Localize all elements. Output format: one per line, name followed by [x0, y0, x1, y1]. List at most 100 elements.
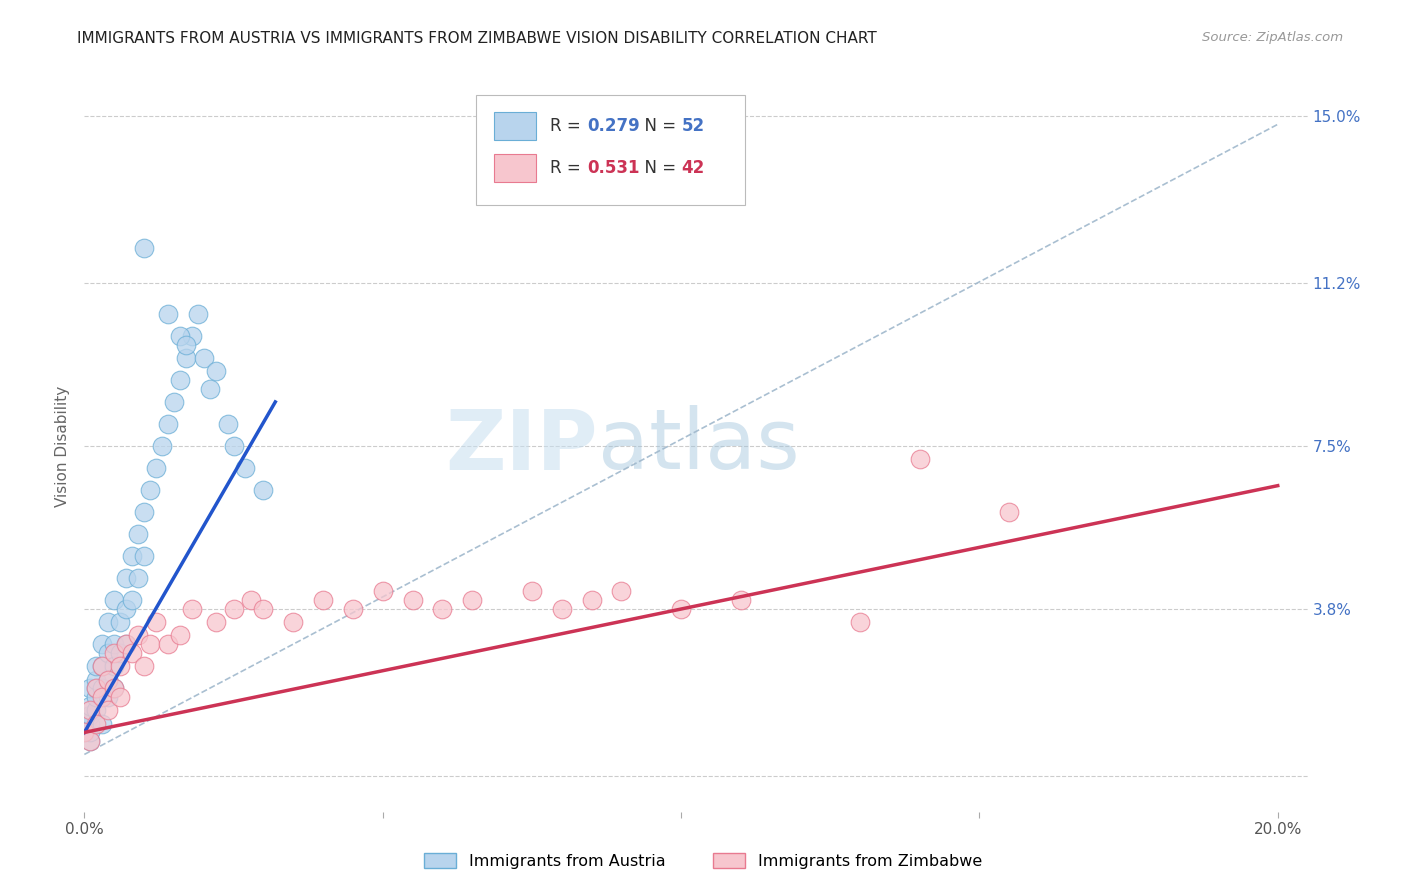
Point	[103, 637, 125, 651]
Point	[97, 673, 120, 687]
Point	[252, 483, 274, 497]
FancyBboxPatch shape	[475, 95, 745, 204]
Point	[115, 571, 138, 585]
Point	[84, 690, 107, 705]
Point	[432, 602, 454, 616]
Point	[97, 673, 120, 687]
Point	[156, 307, 179, 321]
Point	[342, 602, 364, 616]
Point	[156, 637, 179, 651]
Text: 0.279: 0.279	[588, 118, 640, 136]
Point	[84, 673, 107, 687]
Point	[252, 602, 274, 616]
Point	[121, 549, 143, 563]
Point	[908, 452, 931, 467]
Point	[222, 439, 245, 453]
FancyBboxPatch shape	[494, 112, 536, 140]
Text: N =: N =	[634, 118, 681, 136]
Point	[108, 615, 131, 630]
Point	[115, 637, 138, 651]
Point	[91, 637, 114, 651]
Point	[204, 615, 226, 630]
Point	[174, 337, 197, 351]
Point	[132, 659, 155, 673]
Point	[127, 571, 149, 585]
Point	[73, 725, 96, 739]
Point	[103, 659, 125, 673]
Y-axis label: Vision Disability: Vision Disability	[55, 385, 70, 507]
Point	[97, 615, 120, 630]
Point	[235, 461, 257, 475]
Point	[79, 703, 101, 717]
Point	[115, 602, 138, 616]
Point	[79, 734, 101, 748]
Text: 42: 42	[682, 159, 704, 177]
Point	[217, 417, 239, 431]
Point	[204, 364, 226, 378]
Point	[169, 628, 191, 642]
Point	[121, 646, 143, 660]
Point	[79, 698, 101, 713]
Point	[132, 505, 155, 519]
Point	[91, 716, 114, 731]
Point	[103, 593, 125, 607]
Point	[84, 716, 107, 731]
Point	[97, 690, 120, 705]
Point	[84, 681, 107, 696]
Point	[97, 646, 120, 660]
Text: Source: ZipAtlas.com: Source: ZipAtlas.com	[1202, 31, 1343, 45]
Point	[108, 690, 131, 705]
Point	[132, 549, 155, 563]
Point	[169, 373, 191, 387]
Point	[174, 351, 197, 365]
Point	[103, 681, 125, 696]
Point	[79, 716, 101, 731]
Legend: Immigrants from Austria, Immigrants from Zimbabwe: Immigrants from Austria, Immigrants from…	[418, 847, 988, 875]
Point	[91, 690, 114, 705]
Point	[198, 382, 221, 396]
Point	[84, 703, 107, 717]
Point	[79, 734, 101, 748]
Point	[73, 716, 96, 731]
Point	[132, 241, 155, 255]
Point	[998, 505, 1021, 519]
Point	[240, 593, 263, 607]
Point	[581, 593, 603, 607]
Point	[371, 584, 394, 599]
Point	[551, 602, 574, 616]
Text: 0.531: 0.531	[588, 159, 640, 177]
Point	[730, 593, 752, 607]
Point	[180, 602, 202, 616]
Point	[97, 703, 120, 717]
Text: ZIP: ZIP	[446, 406, 598, 486]
Point	[145, 615, 167, 630]
Point	[145, 461, 167, 475]
Point	[180, 329, 202, 343]
Point	[193, 351, 215, 365]
Text: 52: 52	[682, 118, 704, 136]
Point	[91, 681, 114, 696]
Point	[108, 646, 131, 660]
Point	[222, 602, 245, 616]
Point	[84, 681, 107, 696]
Text: atlas: atlas	[598, 406, 800, 486]
Point	[127, 628, 149, 642]
Point	[312, 593, 335, 607]
Point	[91, 659, 114, 673]
Point	[108, 659, 131, 673]
Point	[73, 725, 96, 739]
Point	[156, 417, 179, 431]
Point	[150, 439, 173, 453]
Point	[103, 681, 125, 696]
Point	[283, 615, 305, 630]
Point	[610, 584, 633, 599]
Point	[79, 681, 101, 696]
Text: N =: N =	[634, 159, 681, 177]
Text: R =: R =	[550, 159, 586, 177]
Point	[163, 395, 186, 409]
Point	[187, 307, 209, 321]
Point	[121, 593, 143, 607]
Point	[401, 593, 423, 607]
Point	[669, 602, 692, 616]
Point	[79, 725, 101, 739]
